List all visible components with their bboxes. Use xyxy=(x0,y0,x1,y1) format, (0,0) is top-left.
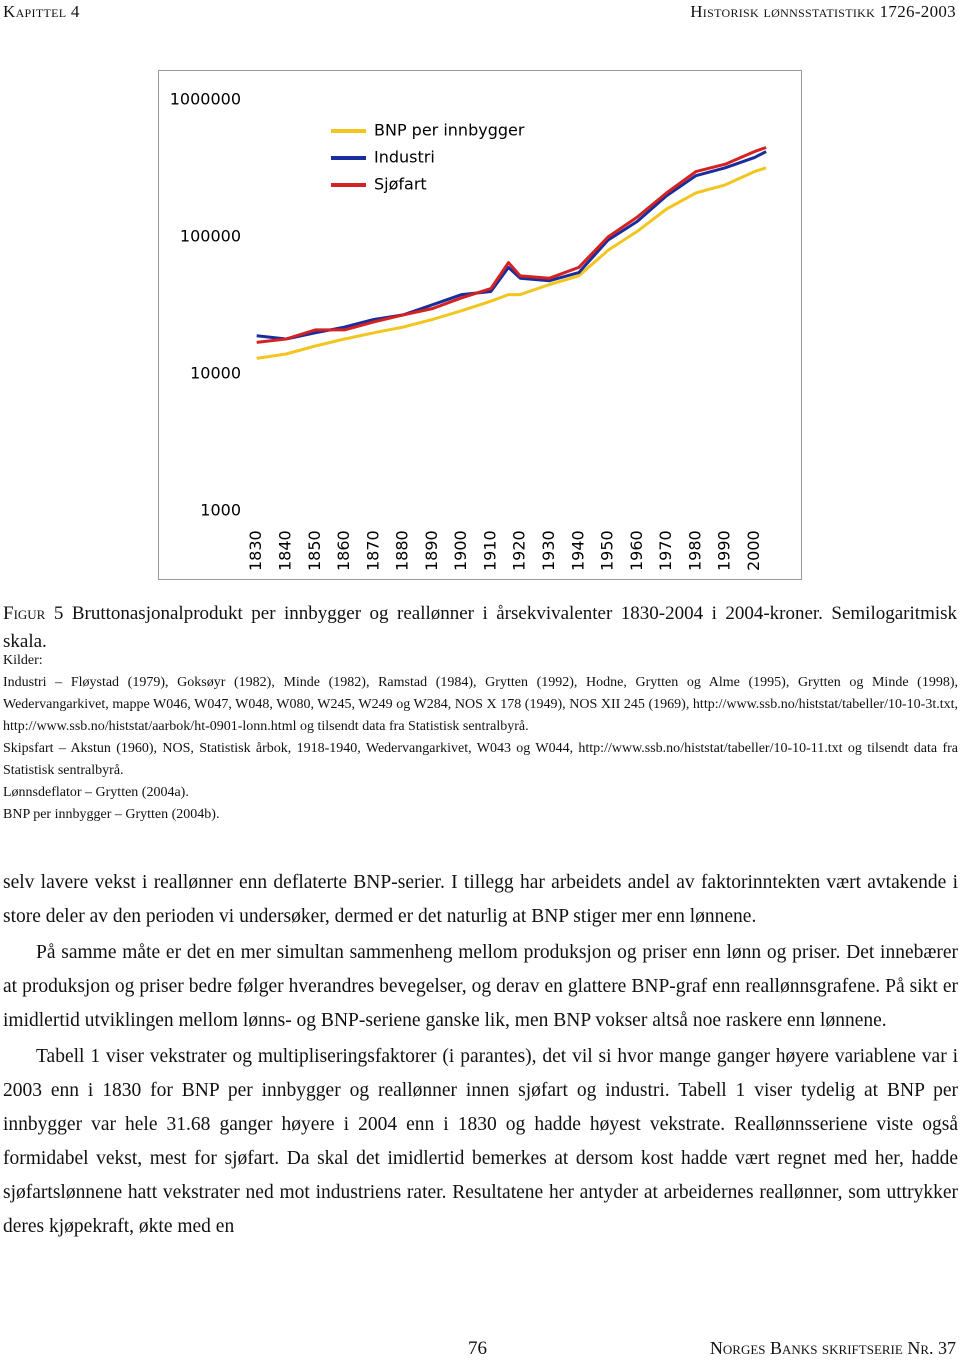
x-tick-label: 1840 xyxy=(275,530,294,571)
x-tick-label: 1900 xyxy=(451,530,470,571)
x-tick-label: 1950 xyxy=(598,530,617,571)
caption-text: Bruttonasjonalprodukt per innbygger og r… xyxy=(3,603,958,652)
legend-label: Sjøfart xyxy=(374,175,427,194)
x-tick-label: 1930 xyxy=(539,530,558,571)
x-tick-label: 1960 xyxy=(627,530,646,571)
sources: Kilder: Industri – Fløystad (1979), Goks… xyxy=(3,650,958,826)
source-line: Industri – Fløystad (1979), Goksøyr (198… xyxy=(3,675,958,734)
figure: 1000 10000 100000 1000000 1830 1840 1850 1860 18… xyxy=(158,70,802,580)
x-tick-label: 1990 xyxy=(715,530,734,571)
paragraph: Tabell 1 viser vekstrater og multipliser… xyxy=(3,1046,958,1237)
caption-label: Figur 5 xyxy=(3,603,64,624)
series-line xyxy=(256,166,767,360)
x-tick-label: 1870 xyxy=(363,530,382,571)
x-tick-label: 1970 xyxy=(656,530,675,571)
y-tick-label: 100000 xyxy=(180,227,241,246)
x-tick-label: 1920 xyxy=(510,530,529,571)
legend-label: BNP per innbygger xyxy=(374,121,525,140)
y-tick-label: 1000 xyxy=(200,501,241,520)
x-tick-label: 2000 xyxy=(744,530,763,571)
legend-label: Industri xyxy=(374,148,435,167)
paragraph: selv lavere vekst i reallønner enn defla… xyxy=(3,872,958,927)
series-line xyxy=(256,150,767,341)
x-tick-label: 1940 xyxy=(568,530,587,571)
y-tick-label: 1000000 xyxy=(170,90,241,109)
source-line: Lønnsdeflator – Grytten (2004a). xyxy=(3,785,189,800)
x-tick-label: 1830 xyxy=(246,530,265,571)
footer-series: Norges Banks skriftserie Nr. 37 xyxy=(709,1338,956,1358)
running-head-right: Historisk lønnsstatistikk 1726-2003 xyxy=(690,2,956,21)
running-head-left: Kapittel 4 xyxy=(3,2,80,21)
series-line xyxy=(256,146,767,344)
source-line: Kilder: xyxy=(3,653,43,668)
x-tick-label: 1980 xyxy=(685,530,704,571)
y-tick-label: 10000 xyxy=(190,364,241,383)
x-tick-label: 1860 xyxy=(334,530,353,571)
x-tick-label: 1880 xyxy=(393,530,412,571)
x-tick-label: 1890 xyxy=(422,530,441,571)
figure-caption: Figur 5 Bruttonasjonalprodukt per innbyg… xyxy=(3,600,957,656)
paragraph: På samme måte er det en mer simultan sam… xyxy=(3,942,958,1031)
x-tick-label: 1850 xyxy=(305,530,324,571)
source-line: Skipsfart – Akstun (1960), NOS, Statisti… xyxy=(3,741,958,778)
body-text: selv lavere vekst i reallønner enn defla… xyxy=(3,866,958,1246)
chart: 1000 10000 100000 1000000 1830 1840 1850 1860 18… xyxy=(170,90,767,571)
page-number: 76 xyxy=(468,1338,487,1359)
x-tick-label: 1910 xyxy=(480,530,499,571)
source-line: BNP per innbygger – Grytten (2004b). xyxy=(3,807,220,822)
